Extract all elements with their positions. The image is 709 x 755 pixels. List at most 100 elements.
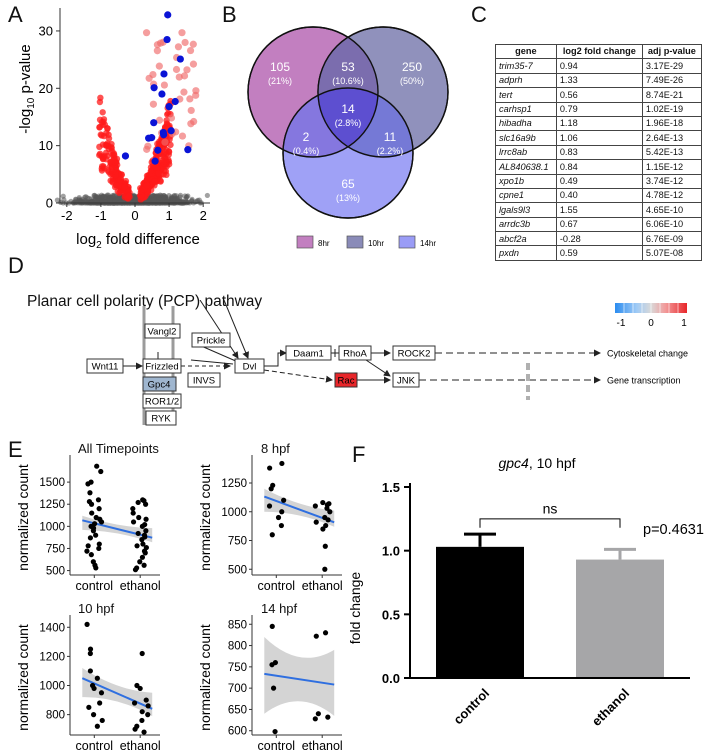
control-point xyxy=(267,465,273,471)
node-gpc4: Gpc4 xyxy=(148,380,171,391)
volcano-point-top xyxy=(150,84,158,92)
expr-x-tick-label: control xyxy=(258,579,296,593)
gene-table-row: hibadha 1.18 1.96E-18 xyxy=(495,115,703,132)
volcano-point-top xyxy=(154,146,162,154)
ethanol-point xyxy=(136,514,142,521)
gene-name-cell: slc16a9b xyxy=(495,130,557,146)
control-point xyxy=(87,535,94,541)
pvalue-cell: 4.65E-10 xyxy=(641,202,703,218)
volcano-point-sig xyxy=(157,177,164,184)
volcano-point-top xyxy=(160,131,168,139)
control-point xyxy=(88,501,95,507)
node-rhoa-box xyxy=(338,345,372,361)
expr-x-tick-label: control xyxy=(76,579,114,593)
ethanol-point xyxy=(135,499,141,506)
volcano-point-sig xyxy=(103,142,110,150)
ethanol-point xyxy=(140,541,146,547)
venn-count-8-10: 53 xyxy=(341,60,355,74)
output-cytoskeletal: Cytoskeletal change xyxy=(607,349,688,359)
volcano-point-sig xyxy=(161,138,169,146)
volcano-point-ns xyxy=(96,193,102,199)
gene-table-row: pxdn 0.59 5.07E-08 xyxy=(495,245,703,261)
volcano-point-sig xyxy=(143,182,150,189)
node-dvl: Dvl xyxy=(243,362,257,373)
volcano-point-sig xyxy=(186,95,194,103)
expr-title-8hpf: 8 hpf xyxy=(261,441,290,456)
volcano-point-sig xyxy=(165,156,172,164)
ethanol-point xyxy=(139,717,145,724)
node-ror: ROR1/2 xyxy=(145,397,179,408)
node-gpc4-box xyxy=(142,376,177,392)
output-transcription: Gene transcription xyxy=(607,376,681,386)
volcano-point-sig xyxy=(125,192,132,200)
node-vangl2: Vangl2 xyxy=(148,327,177,338)
venn-pct-8-14: (0.4%) xyxy=(293,146,320,156)
bar-y-tick-label: 0.0 xyxy=(382,671,400,686)
bar-y-label: fold change xyxy=(347,572,363,645)
panel-letter-a: A xyxy=(8,2,23,27)
control-point xyxy=(94,675,100,681)
volcano-point-top xyxy=(150,119,158,127)
node-prickle: Prickle xyxy=(197,336,226,347)
ethanol-point xyxy=(130,510,136,516)
volcano-point-top xyxy=(171,97,179,106)
gene-name-cell: adprh xyxy=(495,72,557,89)
pvalue-cell: 1.02E-19 xyxy=(641,101,703,117)
node-ryk-box xyxy=(145,410,177,426)
legend-swatch-8hr xyxy=(296,235,314,249)
expr-title-10hpf: 10 hpf xyxy=(78,601,115,616)
fold-change-cell: 1.18 xyxy=(555,115,643,132)
confidence-band xyxy=(264,637,335,716)
control-point xyxy=(88,552,94,558)
control-point xyxy=(93,565,99,571)
volcano-point-top xyxy=(158,90,166,98)
volcano-point-sig xyxy=(97,131,105,138)
control-point xyxy=(91,685,97,692)
volcano-point-sig xyxy=(138,188,145,195)
pvalue-cell: 6.06E-10 xyxy=(641,216,703,233)
volcano-point-sig xyxy=(109,178,116,185)
expr-y-tick-label: 1000 xyxy=(39,521,65,533)
node-rock2-box xyxy=(392,345,436,361)
gene-table-row: tert 0.56 8.74E-21 xyxy=(495,87,703,103)
volcano-point-top xyxy=(167,127,175,135)
volcano-point-sig xyxy=(100,152,108,160)
gene-table-header-fold: log2 fold change xyxy=(555,43,643,60)
ethanol-point xyxy=(137,559,143,565)
control-point xyxy=(92,521,98,527)
volcano-point-ns xyxy=(107,198,113,204)
volcano-point-top xyxy=(184,146,192,154)
gene-name-cell: hibadha xyxy=(495,115,557,132)
gene-name-cell: cpne1 xyxy=(495,187,557,204)
volcano-point-ns xyxy=(92,192,98,198)
ethanol-point xyxy=(322,630,329,636)
volcano-point-sig xyxy=(121,184,128,191)
control-point xyxy=(278,522,284,529)
node-invs: INVS xyxy=(193,376,215,387)
control-point xyxy=(269,662,275,668)
p-value-label: p=0.4631 xyxy=(643,522,704,538)
expr-y-tick-label: 500 xyxy=(46,566,65,578)
volcano-point-top xyxy=(151,157,159,165)
bar-ethanol xyxy=(576,559,664,678)
ethanol-point xyxy=(137,685,143,692)
expr-y-tick-label: 800 xyxy=(228,641,247,653)
expr-x-tick-label: ethanol xyxy=(120,579,161,593)
volcano-point-sig xyxy=(183,66,191,74)
volcano-point-ns xyxy=(99,199,105,205)
control-point xyxy=(87,490,93,496)
pvalue-cell: 4.78E-12 xyxy=(641,187,703,204)
ethanol-point xyxy=(134,543,140,549)
ethanol-point xyxy=(325,517,331,523)
volcano-point-ns xyxy=(60,193,66,199)
control-point xyxy=(86,704,92,710)
scale-label-min: -1 xyxy=(617,318,626,329)
volcano-point-sig xyxy=(189,60,198,68)
fold-change-cell: 0.56 xyxy=(555,87,643,103)
volcano-y-tick-label: 20 xyxy=(39,81,53,96)
venn-pct-10-14: (2.2%) xyxy=(377,146,404,156)
gene-table-row: slc16a9b 1.06 2.64E-13 xyxy=(495,130,703,146)
ethanol-point xyxy=(327,509,333,515)
fold-change-cell: 1.33 xyxy=(555,72,643,89)
ethanol-point xyxy=(145,712,151,718)
